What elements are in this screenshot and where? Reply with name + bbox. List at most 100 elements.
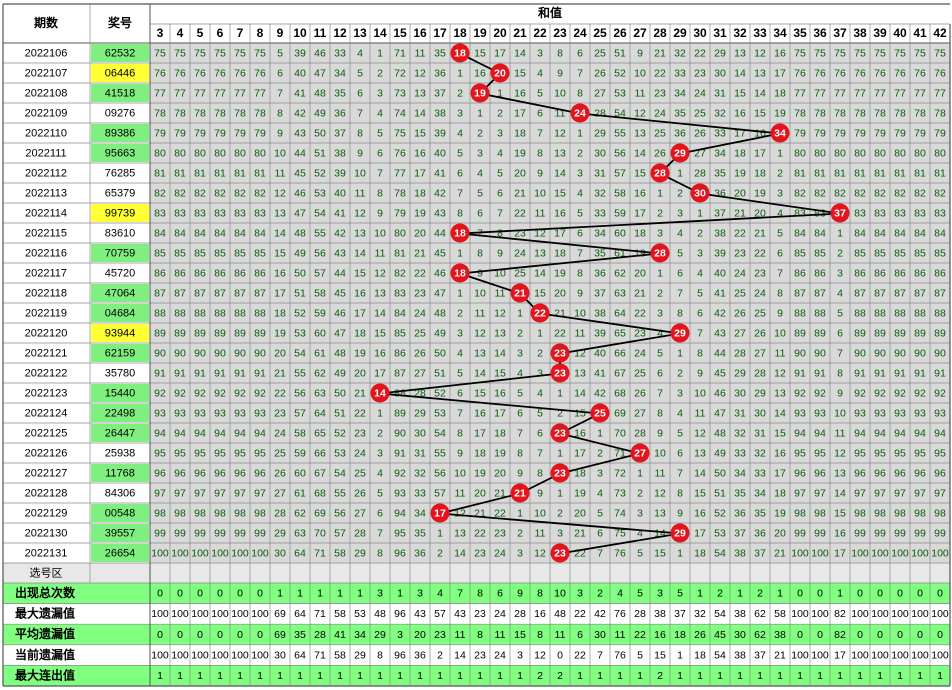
period: 2022116	[25, 247, 67, 259]
hit-ball	[630, 443, 650, 463]
stat-value: 14	[454, 649, 466, 661]
omission-value: 78	[234, 107, 246, 119]
omission-value: 14	[694, 467, 706, 479]
omission-value: 24	[654, 107, 666, 119]
omission-value: 40	[714, 267, 726, 279]
omission-value: 95	[394, 527, 406, 539]
omission-value: 30	[594, 147, 606, 159]
omission-value: 15	[554, 187, 566, 199]
omission-value: 7	[777, 267, 783, 279]
prize-bg	[91, 144, 149, 162]
hit-ball	[490, 63, 510, 83]
period: 2022118	[25, 287, 67, 299]
omission-value: 76	[914, 67, 926, 79]
omission-value: 80	[234, 147, 246, 159]
prize-bg	[91, 104, 149, 122]
omission-value: 78	[394, 187, 406, 199]
prize: 99739	[105, 207, 136, 219]
omission-value: 55	[334, 487, 346, 499]
period: 2022106	[25, 47, 68, 59]
prize-bg	[91, 344, 149, 362]
column-number: 5	[197, 26, 204, 40]
omission-value: 17	[774, 467, 786, 479]
omission-value: 52	[294, 307, 306, 319]
omission-value: 97	[154, 487, 166, 499]
omission-value: 18	[574, 467, 586, 479]
omission-value: 4	[377, 107, 383, 119]
omission-value: 12	[534, 227, 546, 239]
omission-value: 17	[754, 147, 766, 159]
omission-value: 19	[274, 327, 286, 339]
omission-value: 2	[557, 407, 563, 419]
omission-value: 1	[457, 247, 463, 259]
stat-value: 100	[931, 608, 949, 620]
stat-value: 1	[397, 670, 403, 682]
omission-value: 81	[194, 167, 206, 179]
hit-ball	[450, 263, 470, 283]
omission-value: 10	[534, 187, 546, 199]
omission-value: 1	[497, 87, 503, 99]
omission-value: 8	[477, 247, 483, 259]
stat-value: 2	[657, 670, 663, 682]
omission-value: 56	[334, 507, 346, 519]
stat-value: 0	[797, 629, 803, 641]
omission-value: 16	[374, 347, 386, 359]
omission-value: 44	[294, 147, 306, 159]
stat-value: 71	[314, 608, 326, 620]
omission-value: 6	[537, 427, 543, 439]
omission-value: 99	[894, 527, 906, 539]
omission-value: 2	[477, 127, 483, 139]
stat-value: 11	[555, 629, 566, 641]
omission-value: 78	[914, 107, 926, 119]
omission-value: 11	[535, 527, 546, 539]
trend-line	[559, 452, 641, 475]
omission-value: 11	[375, 247, 386, 259]
omission-value: 76	[174, 67, 186, 79]
omission-value: 80	[854, 147, 866, 159]
omission-value: 7	[537, 447, 543, 459]
omission-value: 17	[274, 287, 286, 299]
omission-value: 62	[314, 367, 326, 379]
column-number: 10	[293, 26, 307, 40]
omission-value: 13	[354, 227, 366, 239]
omission-value: 2	[377, 67, 383, 79]
omission-value: 85	[174, 247, 186, 259]
omission-value: 5	[517, 387, 523, 399]
prize-bg	[91, 524, 149, 542]
trend-line	[439, 512, 681, 535]
stat-value: 21	[774, 649, 786, 661]
omission-value: 77	[194, 87, 206, 99]
prize: 41518	[105, 87, 136, 99]
omission-value: 7	[537, 127, 543, 139]
omission-value: 46	[434, 267, 446, 279]
column-number: 4	[177, 26, 184, 40]
omission-value: 93	[874, 407, 886, 419]
column-number: 13	[353, 26, 367, 40]
omission-value: 97	[814, 487, 826, 499]
omission-value: 20	[474, 487, 486, 499]
omission-value: 37	[434, 87, 446, 99]
trend-line	[459, 232, 661, 255]
omission-value: 38	[434, 107, 446, 119]
omission-value: 99	[874, 527, 886, 539]
column-number: 39	[873, 26, 887, 40]
omission-value: 74	[614, 507, 626, 519]
omission-value: 76	[394, 147, 406, 159]
prize: 83610	[105, 227, 136, 239]
stat-value: 54	[714, 608, 726, 620]
omission-value: 79	[394, 207, 406, 219]
omission-value: 13	[554, 147, 566, 159]
omission-value: 26	[354, 487, 366, 499]
omission-value: 57	[614, 167, 626, 179]
omission-value: 88	[814, 307, 826, 319]
omission-value: 2	[637, 487, 643, 499]
omission-value: 47	[714, 407, 726, 419]
stat-value: 22	[574, 649, 586, 661]
stat-value: 0	[877, 588, 883, 600]
omission-value: 44	[714, 347, 726, 359]
omission-value: 14	[654, 527, 666, 539]
omission-value: 100	[151, 547, 169, 559]
omission-value: 99	[174, 527, 186, 539]
omission-value: 12	[474, 327, 486, 339]
period: 2022108	[25, 87, 68, 99]
